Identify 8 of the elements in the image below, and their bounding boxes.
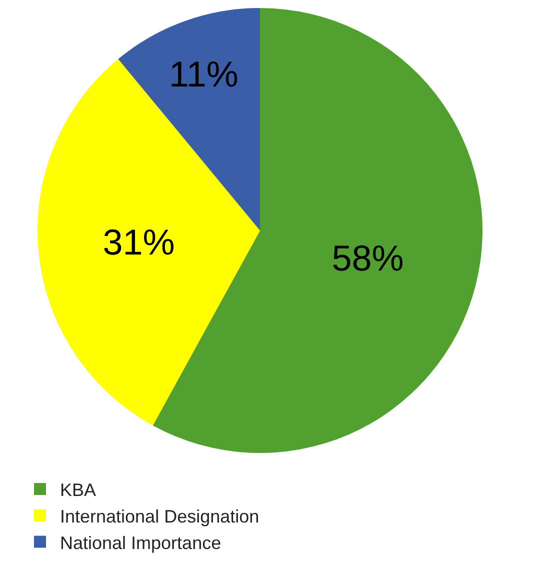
legend-label: International Designation bbox=[60, 506, 260, 526]
data-label: 11% bbox=[169, 54, 238, 95]
data-label: 58% bbox=[332, 238, 404, 279]
legend-label: National Importance bbox=[60, 532, 222, 553]
legend-label: KBA bbox=[60, 480, 96, 500]
pie-slice bbox=[38, 59, 260, 426]
pie-slice bbox=[118, 8, 260, 230]
data-label: 31% bbox=[102, 221, 175, 262]
